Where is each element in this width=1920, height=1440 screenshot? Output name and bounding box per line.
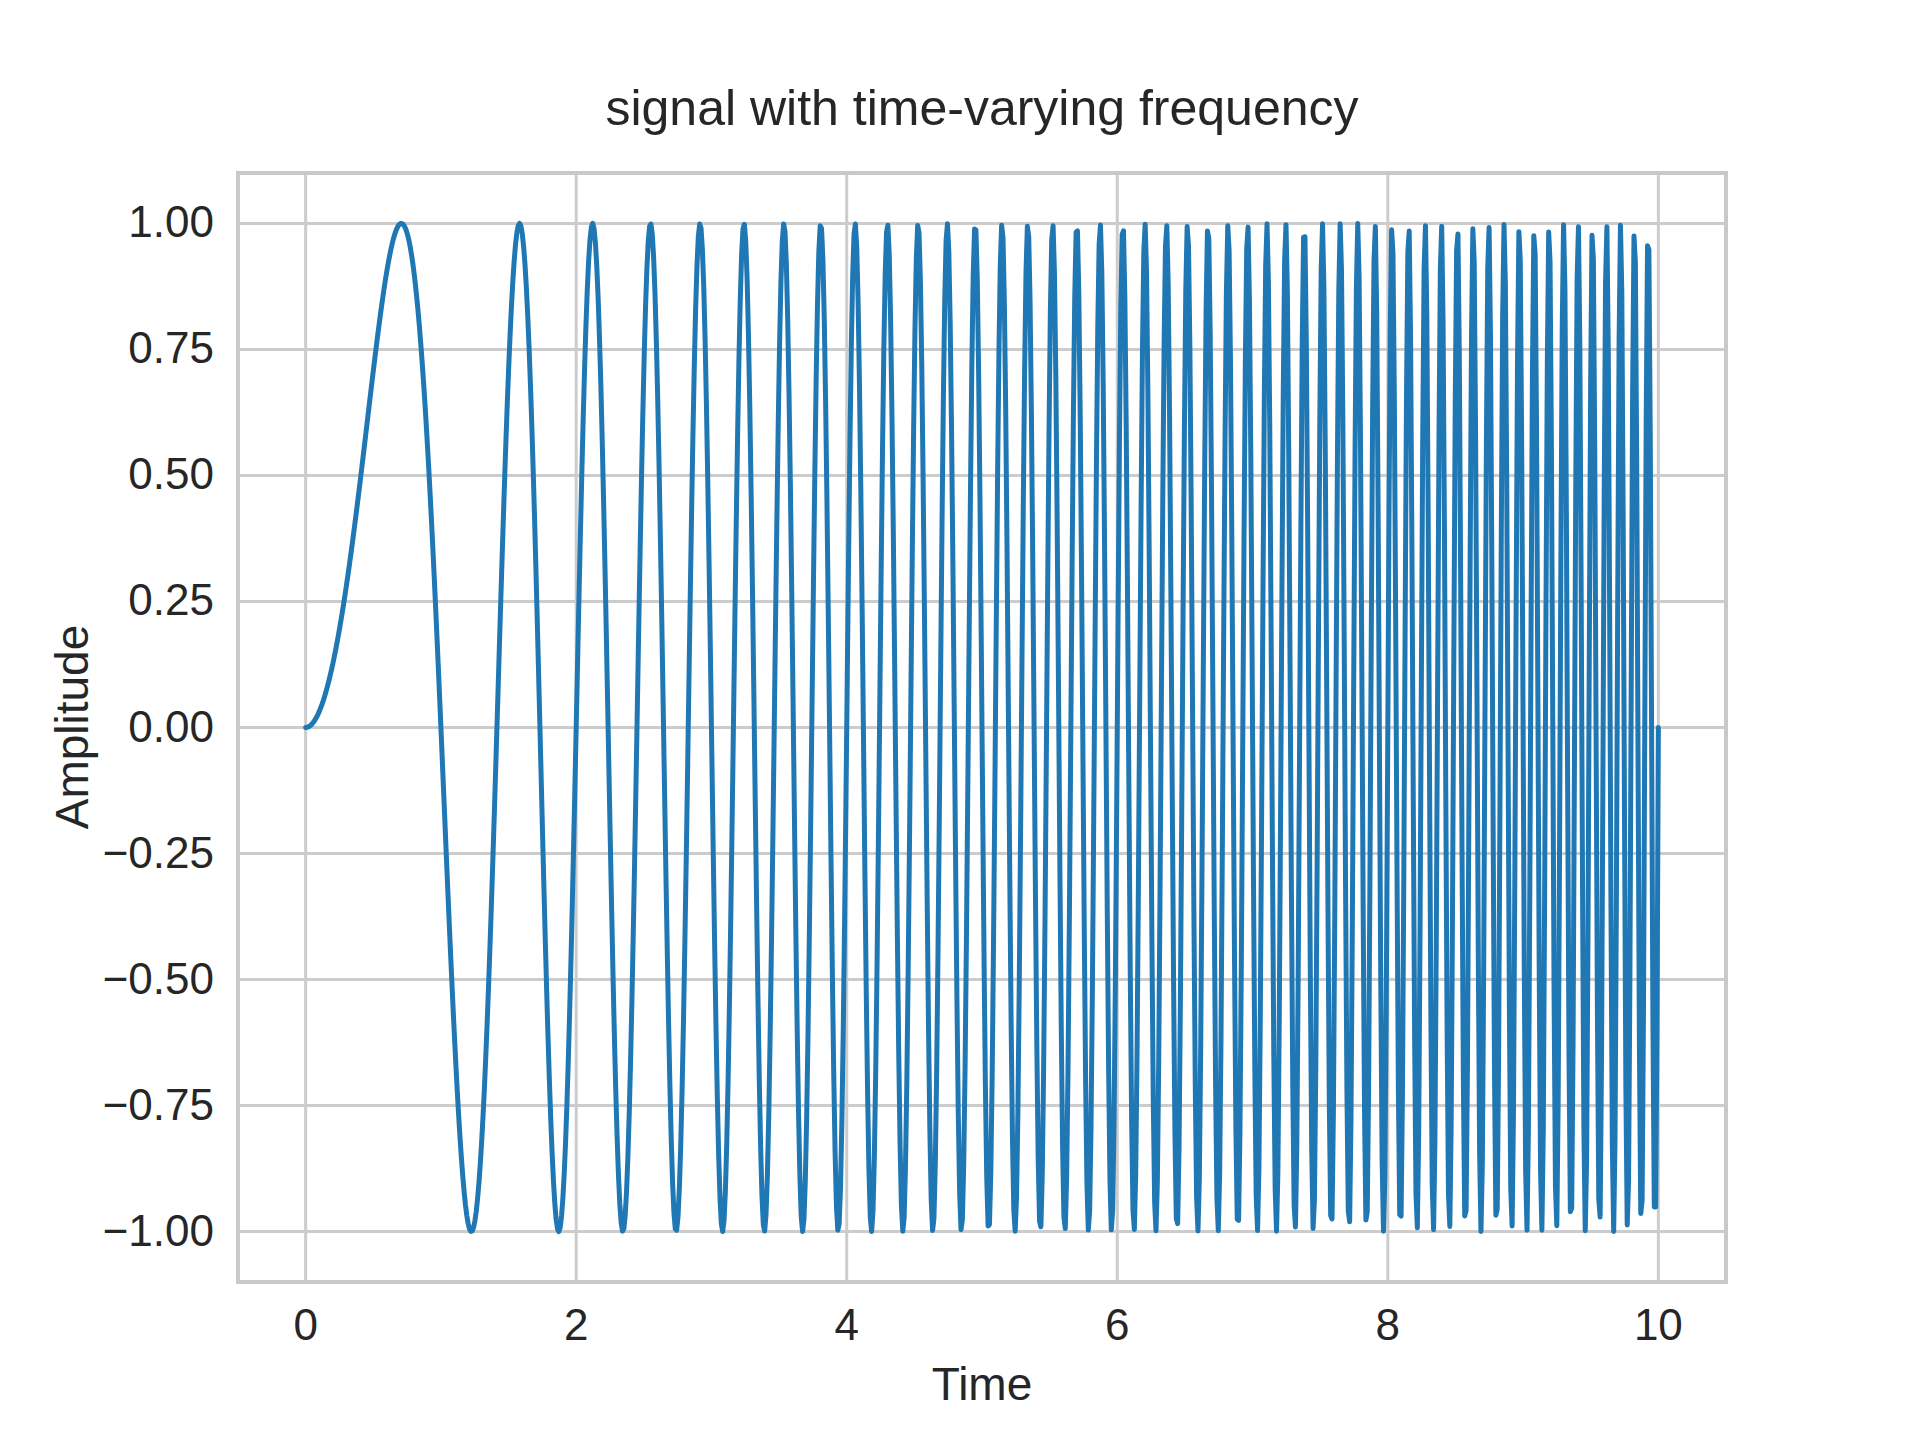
- x-tick-label: 10: [1634, 1300, 1683, 1350]
- y-tick-label: −1.00: [103, 1206, 214, 1256]
- x-tick-label: 6: [1105, 1300, 1129, 1350]
- y-tick-label: −0.50: [103, 954, 214, 1004]
- y-tick-label: 0.25: [128, 575, 214, 625]
- x-tick-label: 0: [293, 1300, 317, 1350]
- chart-figure: signal with time-varying frequency Time …: [0, 0, 1920, 1440]
- y-tick-label: −0.25: [103, 828, 214, 878]
- x-axis-label: Time: [932, 1357, 1033, 1411]
- chart-title: signal with time-varying frequency: [605, 80, 1358, 136]
- y-axis-label: Amplitude: [45, 625, 99, 830]
- y-tick-label: 0.00: [128, 702, 214, 752]
- y-tick-label: 1.00: [128, 197, 214, 247]
- y-tick-label: 0.75: [128, 323, 214, 373]
- x-tick-label: 2: [564, 1300, 588, 1350]
- y-tick-label: 0.50: [128, 449, 214, 499]
- y-tick-label: −0.75: [103, 1080, 214, 1130]
- x-tick-label: 8: [1376, 1300, 1400, 1350]
- x-tick-label: 4: [834, 1300, 858, 1350]
- plot-area: [0, 0, 1920, 1440]
